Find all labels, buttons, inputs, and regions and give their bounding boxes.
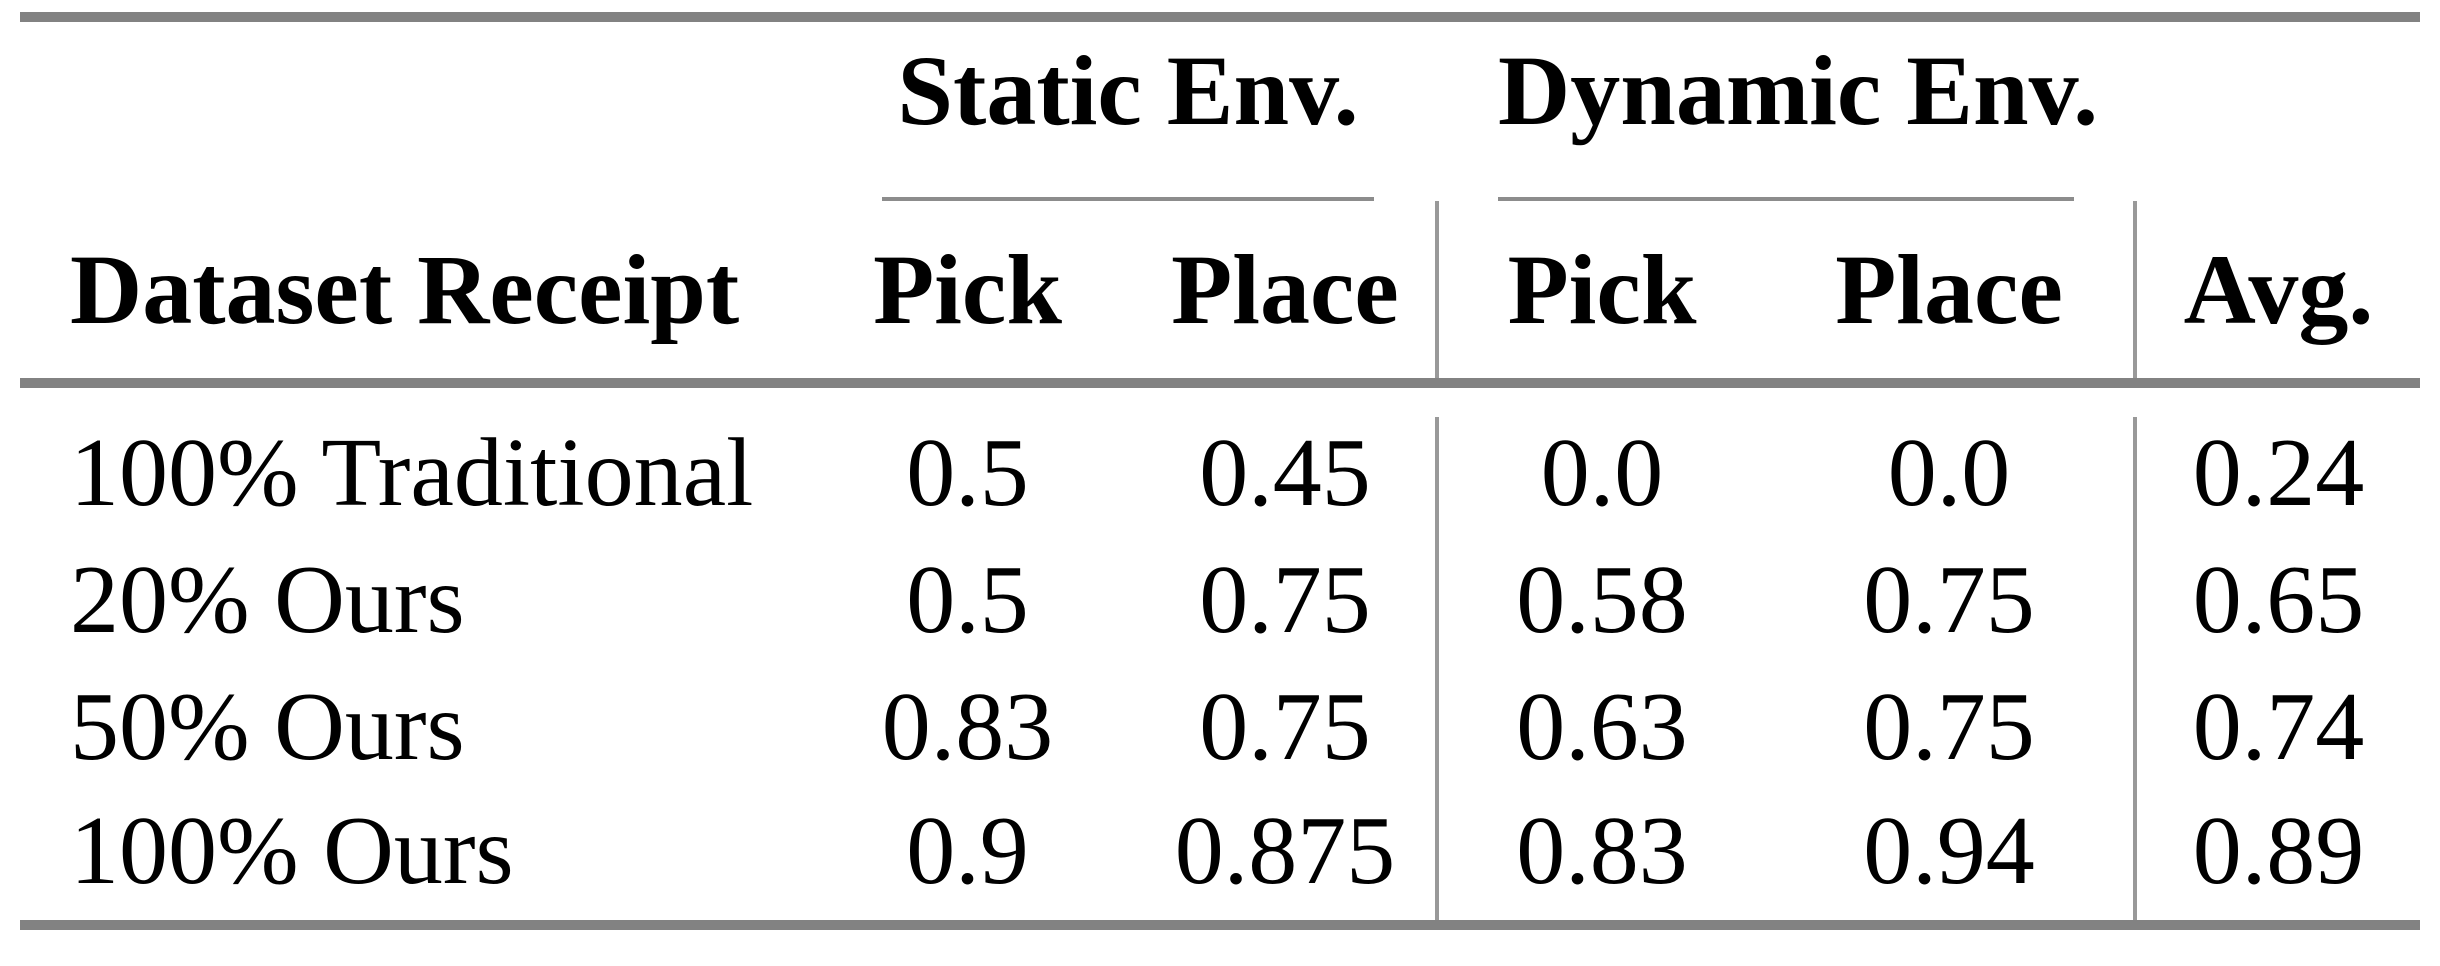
cell-dynamic-place: 0.0 bbox=[1887, 418, 2011, 527]
row-label: 100% Traditional bbox=[70, 418, 754, 527]
column-header-dynamic-place: Place bbox=[1765, 201, 2136, 388]
group-header-static-env: Static Env. bbox=[800, 17, 1437, 201]
column-header-row: Dataset Receipt Pick Place Pick Place Av… bbox=[20, 201, 2421, 388]
cell-static-pick: 0.5 bbox=[906, 545, 1029, 654]
cell-dynamic-pick: 0.0 bbox=[1435, 417, 1765, 544]
cell-static-place: 0.45 bbox=[1199, 418, 1371, 527]
column-header-static-pick: Pick bbox=[800, 201, 1135, 388]
column-header-avg: Avg. bbox=[2133, 201, 2421, 388]
column-header-dynamic-pick: Pick bbox=[1435, 201, 1765, 388]
cell-static-pick: 0.5 bbox=[906, 418, 1029, 527]
cell-avg: 0.24 bbox=[2133, 417, 2421, 544]
table-row-20pct-ours: 20% Ours 0.5 0.75 0.58 0.75 0.65 bbox=[20, 544, 2421, 671]
table-row-100pct-traditional: 100% Traditional 0.5 0.45 0.0 0.0 0.24 bbox=[20, 417, 2421, 544]
cell-dynamic-place: 0.94 bbox=[1863, 797, 2035, 905]
table-row-100pct-ours: 100% Ours 0.9 0.875 0.83 0.94 0.89 bbox=[20, 797, 2421, 925]
cell-avg: 0.74 bbox=[2133, 671, 2421, 798]
cell-avg: 0.65 bbox=[2133, 544, 2421, 671]
cell-static-place: 0.75 bbox=[1199, 672, 1371, 781]
row-label: 100% Ours bbox=[70, 797, 514, 905]
cell-static-pick: 0.9 bbox=[906, 797, 1029, 905]
row-label: 20% Ours bbox=[70, 545, 465, 654]
cell-dynamic-pick: 0.63 bbox=[1435, 671, 1765, 798]
group-label-dynamic-env: Dynamic Env. bbox=[1498, 35, 2098, 201]
cell-dynamic-place: 0.75 bbox=[1863, 672, 2035, 781]
cell-dynamic-place: 0.75 bbox=[1863, 545, 2035, 654]
cell-dynamic-pick: 0.58 bbox=[1435, 544, 1765, 671]
row-label: 50% Ours bbox=[70, 672, 465, 781]
group-header-dynamic-env: Dynamic Env. bbox=[1437, 17, 2135, 201]
spacer-row bbox=[20, 383, 2420, 417]
cell-avg: 0.89 bbox=[2133, 798, 2421, 925]
results-table: Static Env. Dynamic Env. Dataset Receipt… bbox=[20, 12, 2421, 930]
group-header-row: Static Env. Dynamic Env. bbox=[20, 17, 2420, 201]
column-header-static-place: Place bbox=[1135, 201, 1437, 388]
group-header-spacer-left bbox=[20, 17, 800, 201]
column-header-dataset-receipt: Dataset Receipt bbox=[20, 201, 800, 388]
cell-static-pick: 0.83 bbox=[881, 672, 1054, 781]
cell-static-place: 0.75 bbox=[1199, 545, 1371, 654]
table-row-50pct-ours: 50% Ours 0.83 0.75 0.63 0.75 0.74 bbox=[20, 671, 2421, 798]
cell-static-place: 0.875 bbox=[1174, 797, 1396, 905]
group-label-static-env: Static Env. bbox=[882, 35, 1374, 201]
group-header-spacer-right bbox=[2135, 17, 2420, 201]
cell-dynamic-pick: 0.83 bbox=[1435, 798, 1765, 925]
